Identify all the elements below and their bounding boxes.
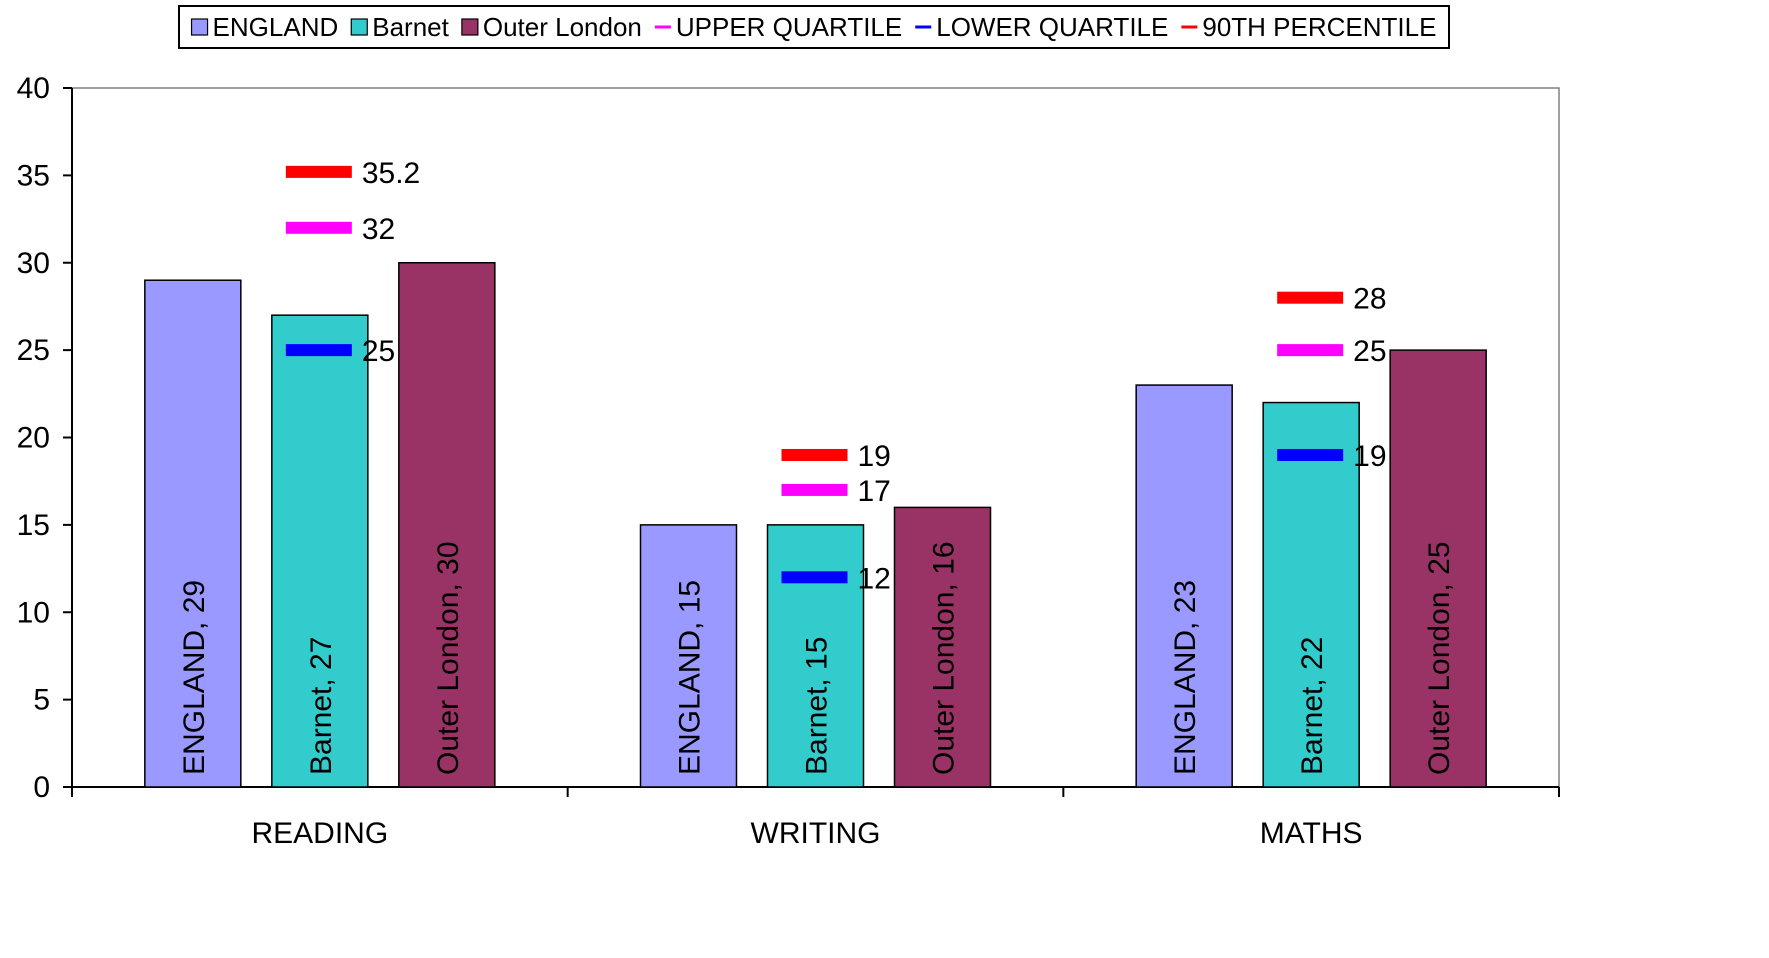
- marker-label-90th-percentile-writing: 19: [858, 440, 891, 473]
- category-label-maths: MATHS: [1260, 817, 1363, 850]
- marker-label-upper-quartile-reading: 32: [362, 213, 395, 246]
- legend-label-barnet: Barnet: [372, 12, 449, 42]
- marker-label-upper-quartile-writing: 17: [858, 475, 891, 508]
- bar-outer-london-maths: [1389, 349, 1487, 788]
- bar-outer-london-writing: [893, 506, 992, 788]
- y-tick-label: 30: [17, 247, 50, 280]
- category-label-reading: READING: [251, 817, 388, 850]
- bar-label-barnet-maths: Barnet, 22: [1296, 637, 1329, 775]
- marker-label-upper-quartile-maths: 25: [1353, 335, 1386, 368]
- marker-label-lower-quartile-writing: 12: [858, 562, 891, 595]
- marker-90th-percentile-maths: [1277, 291, 1344, 304]
- bar-outer-london-reading: [398, 262, 496, 788]
- marker-lower-quartile-reading: [285, 344, 352, 357]
- y-tick-label: 15: [17, 509, 50, 542]
- bar-label-england-maths: ENGLAND, 23: [1169, 580, 1202, 775]
- legend-box: [178, 5, 1450, 49]
- marker-upper-quartile-writing: [781, 483, 848, 496]
- legend-swatch-barnet: [350, 18, 368, 36]
- marker-label-90th-percentile-maths: 28: [1353, 283, 1386, 316]
- marker-90th-percentile-reading: [285, 165, 352, 178]
- y-tick-label: 10: [17, 596, 50, 629]
- legend-label-england: ENGLAND: [213, 12, 339, 42]
- marker-lower-quartile-writing: [781, 571, 848, 584]
- bar-barnet-reading: [271, 314, 369, 788]
- legend-label-90th-percentile: 90TH PERCENTILE: [1202, 12, 1436, 42]
- y-tick-label: 0: [33, 771, 50, 804]
- y-tick-label: 20: [17, 422, 50, 455]
- bar-barnet-writing: [766, 524, 865, 788]
- bar-england-maths: [1135, 384, 1233, 788]
- marker-upper-quartile-maths: [1277, 344, 1344, 357]
- y-tick-label: 25: [17, 334, 50, 367]
- markers: 32 25 35.2 17 12 19 25 19 28: [285, 157, 1387, 595]
- marker-label-90th-percentile-reading: 35.2: [362, 157, 420, 190]
- y-tick-label: 40: [17, 72, 50, 105]
- marker-label-lower-quartile-reading: 25: [362, 335, 395, 368]
- legend: ENGLAND Barnet Outer London UPPER QUARTILE L…: [178, 5, 1450, 49]
- bar-label-outer-london-reading: Outer London, 30: [432, 541, 465, 775]
- x-axis: READING WRITING MATHS: [71, 786, 1560, 850]
- bar-england-writing: [639, 524, 738, 788]
- bar-england-reading: [144, 279, 242, 788]
- marker-lower-quartile-maths: [1277, 448, 1344, 461]
- bar-label-england-writing: ENGLAND, 15: [674, 580, 707, 775]
- bar-label-outer-london-writing: Outer London, 16: [928, 541, 961, 775]
- category-label-writing: WRITING: [751, 817, 881, 850]
- bar-label-england-reading: ENGLAND, 29: [178, 580, 211, 775]
- legend-swatch-outer-london: [461, 18, 479, 36]
- y-axis: 0 5 10 15 20 25 30 35 40: [17, 72, 73, 804]
- bar-label-barnet-writing: Barnet, 15: [801, 637, 834, 775]
- legend-label-lower-quartile: LOWER QUARTILE: [936, 12, 1168, 42]
- bars: ENGLAND, 29 Barnet, 27 Outer London, 30 ENG…: [144, 262, 1487, 788]
- legend-label-upper-quartile: UPPER QUARTILE: [676, 12, 902, 42]
- legend-swatch-england: [190, 18, 209, 36]
- bar-barnet-maths: [1262, 401, 1360, 788]
- y-tick-label: 5: [33, 684, 50, 717]
- marker-label-lower-quartile-maths: 19: [1353, 440, 1386, 473]
- legend-label-outer-london: Outer London: [483, 12, 642, 42]
- bar-label-outer-london-maths: Outer London, 25: [1423, 541, 1456, 775]
- bar-label-barnet-reading: Barnet, 27: [305, 637, 338, 775]
- marker-upper-quartile-reading: [285, 221, 352, 234]
- marker-90th-percentile-writing: [781, 448, 848, 461]
- y-tick-label: 35: [17, 159, 50, 192]
